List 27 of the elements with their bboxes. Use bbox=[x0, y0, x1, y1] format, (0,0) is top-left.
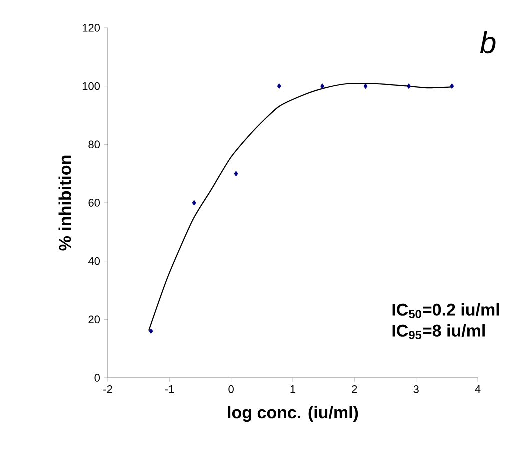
x-tick-label: -1 bbox=[165, 386, 174, 394]
y-tick-label: 100 bbox=[82, 82, 100, 90]
x-axis-title: log conc. (iu/ml) bbox=[228, 406, 358, 422]
x-tick-label: 3 bbox=[414, 386, 419, 394]
annotation: IC$_{95}$=8 iu/ml bbox=[392, 324, 485, 340]
point bbox=[320, 84, 325, 90]
y-tick-label: 40 bbox=[88, 257, 100, 266]
point bbox=[406, 84, 412, 90]
x-tick-label: -2 bbox=[104, 386, 112, 394]
x-tick-label: 4 bbox=[475, 386, 481, 394]
point bbox=[149, 328, 154, 334]
x-tick-label: 0 bbox=[228, 386, 234, 394]
y-tick-label: 120 bbox=[82, 24, 100, 32]
y-tick-label: 80 bbox=[88, 140, 100, 149]
annotation: IC$_{50}$=0.2 iu/ml bbox=[392, 303, 500, 318]
y-tick-label: 20 bbox=[88, 316, 100, 324]
point bbox=[234, 171, 238, 177]
x-tick-label: 2 bbox=[352, 386, 358, 394]
point bbox=[192, 200, 196, 206]
x-tick-label: 1 bbox=[290, 386, 296, 394]
point bbox=[364, 84, 368, 90]
text: b bbox=[480, 32, 496, 54]
y-axis-title: % inhibition bbox=[58, 156, 72, 251]
y-tick-label: 60 bbox=[88, 199, 100, 207]
point bbox=[450, 84, 454, 90]
y-tick-label: 0 bbox=[94, 374, 100, 382]
point bbox=[277, 84, 282, 90]
